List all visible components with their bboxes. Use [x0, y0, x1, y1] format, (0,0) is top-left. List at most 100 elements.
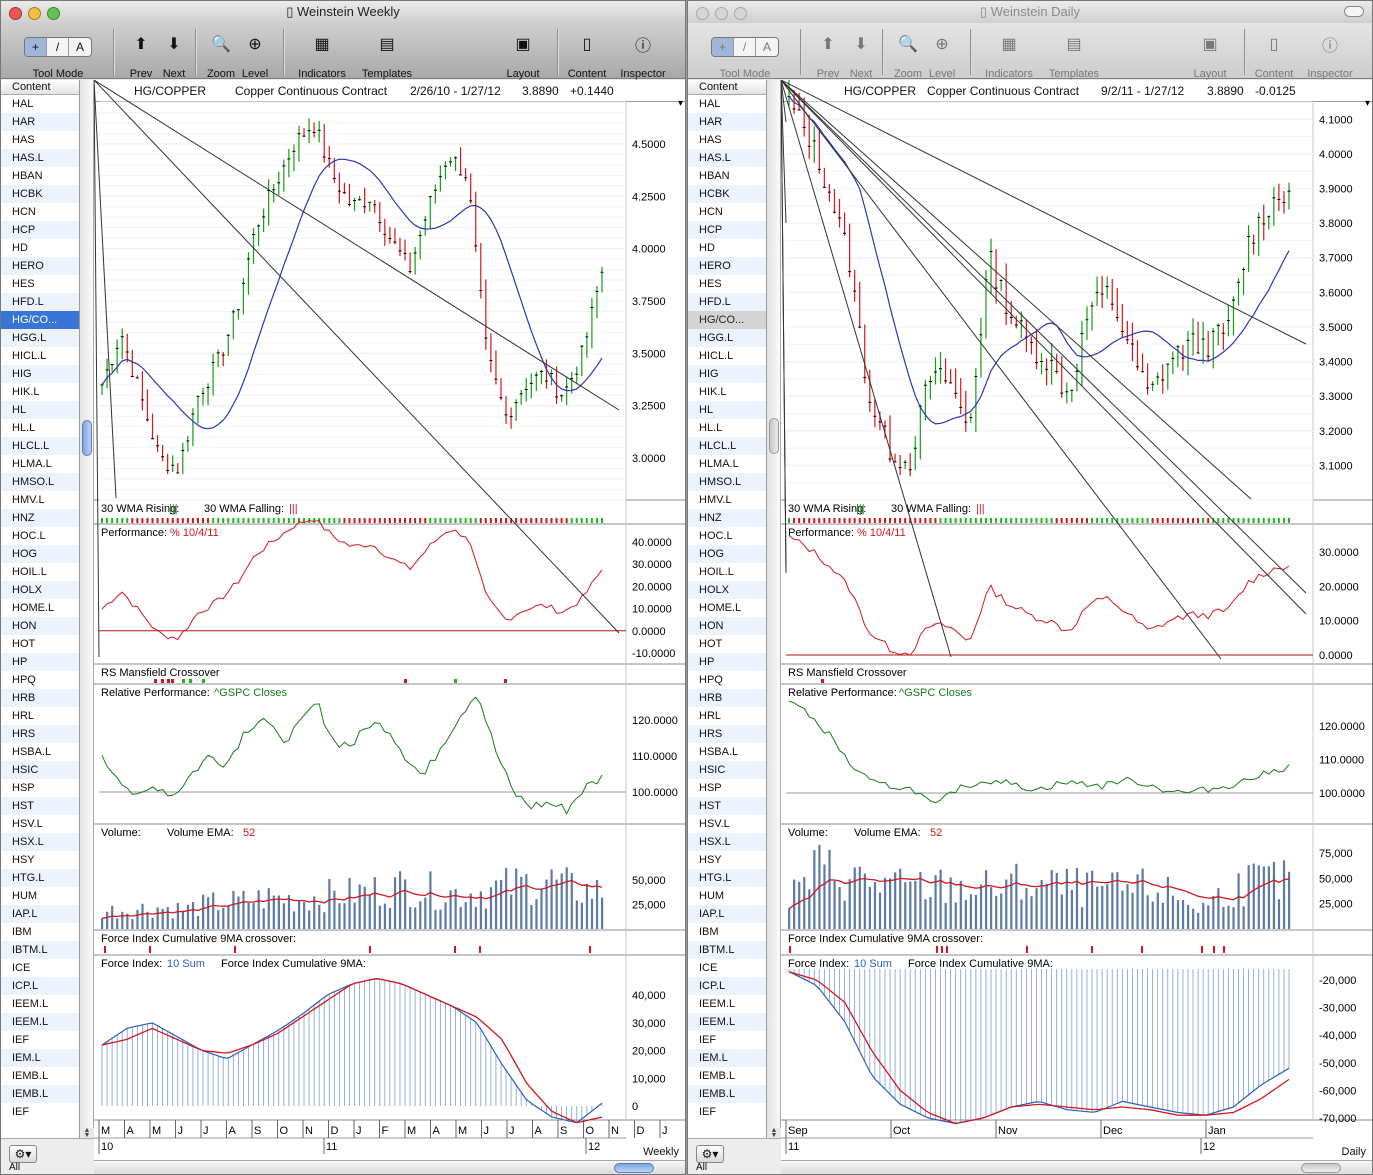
text-tool-icon[interactable]: A [762, 39, 771, 54]
text-tool-icon[interactable]: A [75, 39, 84, 54]
symbol-list-item[interactable]: HERO [1, 257, 79, 275]
symbol-list-item[interactable]: HSX.L [688, 833, 766, 851]
tool-mode-segment[interactable]: + / A [711, 36, 779, 57]
symbol-list-item[interactable]: HAS.L [688, 149, 766, 167]
time-scrollbar[interactable] [781, 1160, 1372, 1174]
zoom-button[interactable] [47, 7, 60, 20]
minimize-button[interactable] [28, 7, 41, 20]
symbol-list-item[interactable]: IEMB.L [12, 1070, 49, 1082]
symbol-list-item[interactable]: HST [1, 797, 79, 815]
symbol-list-item[interactable]: HOLX [1, 581, 79, 599]
line-tool-icon[interactable]: / [734, 37, 756, 56]
symbol-list-item[interactable]: HMSO.L [1, 473, 79, 491]
symbol-list-item[interactable]: HOC.L [12, 530, 46, 542]
symbol-list-item[interactable]: HNZ [1, 509, 79, 527]
symbol-list-item[interactable]: HCBK [688, 185, 766, 203]
scroll-thumb[interactable] [769, 418, 779, 454]
time-scrollbar[interactable] [94, 1160, 685, 1174]
symbol-list-item[interactable]: ICP.L [688, 977, 766, 995]
symbol-list-item[interactable]: HSP [699, 782, 722, 794]
symbol-list-item[interactable]: HP [688, 653, 766, 671]
symbol-list-item[interactable]: HIG [688, 365, 766, 383]
pointer-tool-icon[interactable]: + [25, 37, 47, 56]
chart-panes[interactable]: 4.1000 4.0000 3.9000 3.8000 3.7000 3.6000 3.50… [781, 80, 1373, 1175]
toolbar-inspector-button[interactable]: ⓘ Inspector [615, 29, 671, 80]
toolbar-templates-button[interactable]: ▤ Templates [1044, 29, 1104, 80]
symbol-list-item[interactable]: IEF [12, 1034, 30, 1046]
symbol-list-scrollbar[interactable] [80, 80, 94, 1128]
symbol-list-item[interactable]: HAS [12, 134, 35, 146]
toolbar-layout-button[interactable]: ▣ Layout [1186, 29, 1234, 80]
all-label[interactable]: All [9, 1162, 21, 1173]
symbol-list-item[interactable]: HTG.L [1, 869, 79, 887]
symbol-list-item[interactable]: HON [688, 617, 766, 635]
toolbar-content-button[interactable]: ▯ Content [1250, 29, 1298, 80]
period-label[interactable]: Daily [1341, 1146, 1366, 1158]
symbol-list-item[interactable]: HAR [1, 113, 79, 131]
symbol-list-item[interactable]: HOIL.L [12, 566, 47, 578]
symbol-list-item[interactable]: HST [688, 797, 766, 815]
symbol-list-item[interactable]: HAS [699, 134, 722, 146]
symbol-list-item[interactable]: IEEM.L [1, 1013, 79, 1031]
symbol-list-item[interactable]: HICL.L [699, 350, 734, 362]
symbol-list-item[interactable]: HD [699, 242, 715, 254]
symbol-list-item[interactable]: HSIC [688, 761, 766, 779]
toolbar-prev-button[interactable]: ⬆ Prev [812, 29, 844, 80]
sidebar-header[interactable]: Content [1, 80, 79, 95]
symbol-list-item[interactable]: HG/CO... [688, 311, 766, 329]
zoom-button[interactable] [734, 7, 747, 20]
symbol-list-item[interactable]: HIK.L [699, 386, 727, 398]
symbol-list-item[interactable]: IEEM.L [688, 1013, 766, 1031]
symbol-list-item[interactable]: HNZ [688, 509, 766, 527]
symbol-list-item[interactable]: HRL [699, 710, 722, 722]
symbol-list-item[interactable]: HES [699, 278, 722, 290]
symbol-list-item[interactable]: IBM [12, 926, 32, 938]
symbol-list-item[interactable]: HGG.L [1, 329, 79, 347]
close-button[interactable] [9, 7, 22, 20]
symbol-list-item[interactable]: IEMB.L [1, 1085, 79, 1103]
symbol-list-item[interactable]: HCN [699, 206, 723, 218]
symbol-list-item[interactable]: HRB [688, 689, 766, 707]
symbol-list-item[interactable]: HES [12, 278, 35, 290]
symbol-list-item[interactable]: HCP [688, 221, 766, 239]
symbol-list-item[interactable]: ICP.L [1, 977, 79, 995]
symbol-list-item[interactable]: HCN [12, 206, 36, 218]
symbol-list-item[interactable]: HL [1, 401, 79, 419]
symbol-list-item[interactable]: HOME.L [699, 602, 742, 614]
symbol-list-item[interactable]: IBM [699, 926, 719, 938]
symbol-list-item[interactable]: HSP [12, 782, 35, 794]
symbol-list-item[interactable]: HFD.L [688, 293, 766, 311]
symbol-list-item[interactable]: HOG [688, 545, 766, 563]
chart-area[interactable]: HG/COPPER Copper Continuous Contract 2/2… [94, 80, 685, 1174]
window-title-bar[interactable]: ▯ Weinstein Daily [688, 1, 1372, 23]
symbol-list-item[interactable]: IAP.L [688, 905, 766, 923]
symbol-list-item[interactable]: HTG.L [688, 869, 766, 887]
sidebar-header[interactable]: Content [688, 80, 766, 95]
symbol-list-item[interactable]: HMSO.L [688, 473, 766, 491]
toolbar-layout-button[interactable]: ▣ Layout [499, 29, 547, 80]
toolbar-indicators-button[interactable]: ▦ Indicators [978, 29, 1040, 80]
symbol-list-item[interactable]: HSIC [1, 761, 79, 779]
symbol-list-item[interactable]: HSV.L [699, 818, 730, 830]
symbol-list-item[interactable]: HMV.L [699, 494, 732, 506]
toolbar-next-button[interactable]: ⬇ Next [158, 29, 190, 80]
symbol-list-item[interactable]: HP [1, 653, 79, 671]
symbol-list-item[interactable]: HFD.L [1, 293, 79, 311]
close-button[interactable] [696, 7, 709, 20]
symbol-list-item[interactable]: HOT [12, 638, 36, 650]
toolbar-templates-button[interactable]: ▤ Templates [357, 29, 417, 80]
gear-icon[interactable]: ⚙▾ [696, 1145, 724, 1163]
symbol-list-item[interactable]: IEF [12, 1106, 30, 1118]
symbol-list-item[interactable]: HRS [688, 725, 766, 743]
symbol-list-item[interactable]: HAR [688, 113, 766, 131]
symbol-list-item[interactable]: HRS [1, 725, 79, 743]
line-tool-icon[interactable]: / [47, 37, 69, 56]
symbol-list-item[interactable]: HSY [699, 854, 722, 866]
symbol-list-item[interactable]: HUM [699, 890, 725, 902]
symbol-list-item[interactable]: HD [12, 242, 28, 254]
symbol-list-item[interactable]: IEM.L [1, 1049, 79, 1067]
symbol-list-item[interactable]: HIK.L [12, 386, 40, 398]
symbol-list-item[interactable]: HOLX [688, 581, 766, 599]
symbol-list-item[interactable]: IEMB.L [688, 1085, 766, 1103]
toolbar-content-button[interactable]: ▯ Content [563, 29, 611, 80]
